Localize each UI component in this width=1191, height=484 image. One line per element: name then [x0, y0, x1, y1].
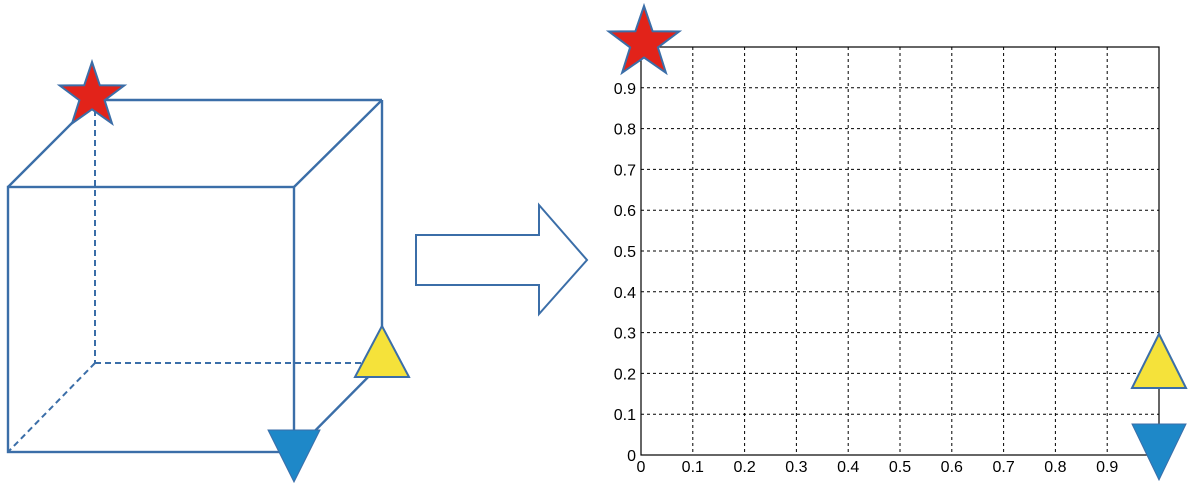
x-tick-label: 0.1 [682, 459, 704, 476]
y-tick-label: 0.6 [614, 203, 636, 220]
x-tick-label: 0.9 [1096, 459, 1118, 476]
y-tick-label: 0.1 [614, 407, 636, 424]
cube-front-face [6, 185, 296, 454]
cube-hidden-edge-diagonal [7, 362, 96, 453]
y-tick-label: 0.9 [614, 81, 636, 98]
y-tick-label: 0.7 [614, 162, 636, 179]
cube [6, 98, 384, 454]
y-axis-ticks: 0 0.1 0.2 0.3 0.4 0.5 0.6 0.7 0.8 0.9 [614, 81, 636, 465]
y-tick-label: 0.5 [614, 244, 636, 261]
x-tick-label: 0.6 [941, 459, 963, 476]
x-tick-label: 0.2 [733, 459, 755, 476]
cube-top-right-edge [293, 99, 383, 188]
cube-triangle-down-marker [267, 429, 321, 484]
y-tick-label: 0 [627, 448, 636, 465]
x-tick-label: 0 [637, 459, 646, 476]
x-tick-label: 0.7 [992, 459, 1014, 476]
cube-star-marker [56, 58, 128, 127]
x-tick-label: 0.8 [1044, 459, 1066, 476]
y-tick-label: 0.2 [614, 366, 636, 383]
x-tick-label: 0.5 [889, 459, 911, 476]
plot-frame [640, 46, 1160, 456]
plot-grid [641, 47, 1159, 455]
plot-triangle-down-marker [1131, 423, 1187, 482]
plot-triangle-up-marker [1130, 331, 1188, 389]
y-tick-label: 0.4 [614, 285, 636, 302]
cube-triangle-up-marker [353, 323, 411, 378]
x-tick-label: 0.4 [837, 459, 859, 476]
right-arrow-icon [415, 202, 589, 317]
x-axis-ticks: 0 0.1 0.2 0.3 0.4 0.5 0.6 0.7 0.8 0.9 [637, 459, 1119, 476]
y-tick-label: 0.3 [614, 326, 636, 343]
x-tick-label: 0.3 [785, 459, 807, 476]
plot-star-marker [605, 2, 683, 76]
y-tick-label: 0.8 [614, 122, 636, 139]
